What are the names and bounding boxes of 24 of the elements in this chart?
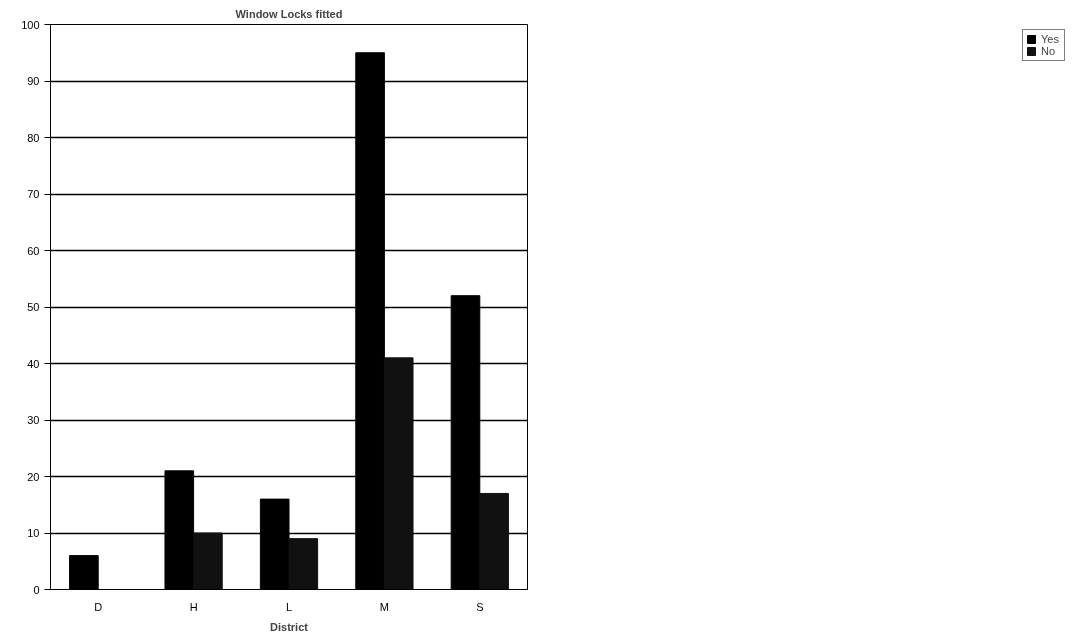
y-tick-label: 20 [27,470,40,483]
y-tick-label: 50 [27,301,40,313]
y-tick-label: 70 [27,188,40,200]
y-tick-label: 60 [27,244,40,257]
chart-title: Window Locks fitted [235,7,343,20]
y-tick-label: 10 [27,527,40,539]
x-tick-label: S [476,600,484,613]
y-tick-label: 40 [27,357,40,370]
x-axis-title: District [270,620,309,633]
legend-label: Yes [1041,33,1060,45]
x-tick-label: D [94,600,103,613]
y-tick-label: 0 [33,583,40,596]
legend-label: No [1041,45,1057,57]
y-tick-label: 80 [27,131,40,144]
x-tick-label: M [379,600,389,613]
bar [193,532,223,590]
y-tick-label: 90 [27,75,40,87]
x-tick-label: H [189,600,198,613]
y-tick-label: 30 [27,414,40,426]
y-tick-label: 100 [21,18,40,31]
bar [479,492,509,590]
x-tick-label: L [285,600,293,613]
bar [288,538,319,590]
bar [383,357,414,590]
